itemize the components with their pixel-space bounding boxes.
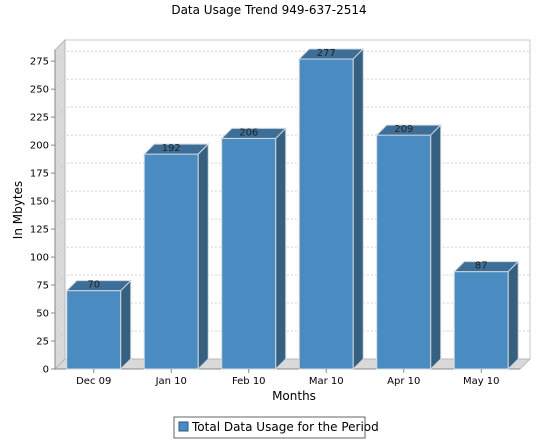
x-tick-label: May 10 — [463, 376, 500, 387]
data-label: 277 — [317, 48, 336, 59]
bar-front — [221, 137, 277, 370]
bar-front — [143, 153, 199, 370]
bar-front — [66, 290, 122, 370]
y-axis-label: In Mbytes — [11, 181, 25, 239]
legend-swatch — [178, 421, 189, 432]
y-tick-label: 100 — [30, 253, 49, 264]
data-label: 206 — [239, 127, 258, 138]
gridline — [54, 302, 530, 314]
bar: 87 — [453, 260, 520, 371]
bar-side — [352, 47, 364, 371]
bar-side — [197, 142, 209, 371]
bar-side — [430, 123, 442, 371]
y-tick-label: 225 — [30, 113, 49, 124]
y-tick-label: 250 — [30, 85, 49, 96]
bar-side — [120, 279, 132, 371]
legend-box — [173, 416, 366, 439]
y-tick-label: 75 — [36, 281, 49, 292]
x-tick-label: Jan 10 — [155, 376, 187, 387]
x-tick-label: Mar 10 — [309, 376, 344, 387]
y-tick-label: 175 — [30, 169, 49, 180]
bar: 70 — [65, 279, 132, 371]
y-tick-label: 275 — [30, 57, 49, 68]
x-tick-label: Dec 09 — [76, 376, 111, 387]
x-tick-label: Apr 10 — [387, 376, 420, 387]
chart-title: Data Usage Trend 949-637-2514 — [171, 3, 366, 17]
gridline — [54, 218, 530, 230]
gridline — [54, 162, 530, 174]
y-tick-label: 125 — [30, 225, 49, 236]
gridline — [54, 274, 530, 286]
bars: 70 192 206 277 209 87 — [65, 47, 520, 371]
x-axis-ticks: Dec 09 Jan 10 Feb 10 Mar 10 Apr 10 May 10 — [76, 369, 500, 387]
gridline — [54, 50, 530, 62]
y-tick-label: 200 — [30, 141, 49, 152]
y-tick-label: 50 — [36, 309, 49, 320]
bar: 209 — [375, 123, 442, 371]
left-wall — [54, 38, 66, 371]
gridline — [54, 246, 530, 258]
gridline — [54, 106, 530, 118]
gridline — [54, 134, 530, 146]
bar: 277 — [298, 47, 365, 371]
gridline — [54, 330, 530, 342]
data-label: 209 — [394, 124, 413, 135]
y-tick-label: 25 — [36, 337, 49, 348]
y-tick-label: 0 — [43, 365, 49, 376]
gridlines — [54, 50, 530, 342]
y-tick-label: 150 — [30, 197, 49, 208]
data-label: 70 — [87, 280, 100, 291]
bar-front — [453, 271, 509, 370]
bar-side — [507, 260, 519, 371]
legend-entry: Total Data Usage for the Period — [191, 420, 379, 434]
legend: Total Data Usage for the Period — [173, 416, 379, 439]
data-label: 87 — [475, 261, 488, 272]
bar-front — [376, 134, 432, 370]
gridline — [54, 190, 530, 202]
bar-front — [298, 58, 354, 370]
y-axis-ticks: 0 25 50 75 100 125 150 175 200 225 250 275 — [30, 50, 520, 376]
gridline — [54, 78, 530, 90]
x-tick-label: Feb 10 — [232, 376, 266, 387]
data-label: 192 — [162, 143, 181, 154]
bar: 206 — [220, 127, 287, 371]
bar-side — [275, 127, 287, 371]
bar: 192 — [143, 142, 210, 371]
x-axis-label: Months — [272, 389, 316, 403]
